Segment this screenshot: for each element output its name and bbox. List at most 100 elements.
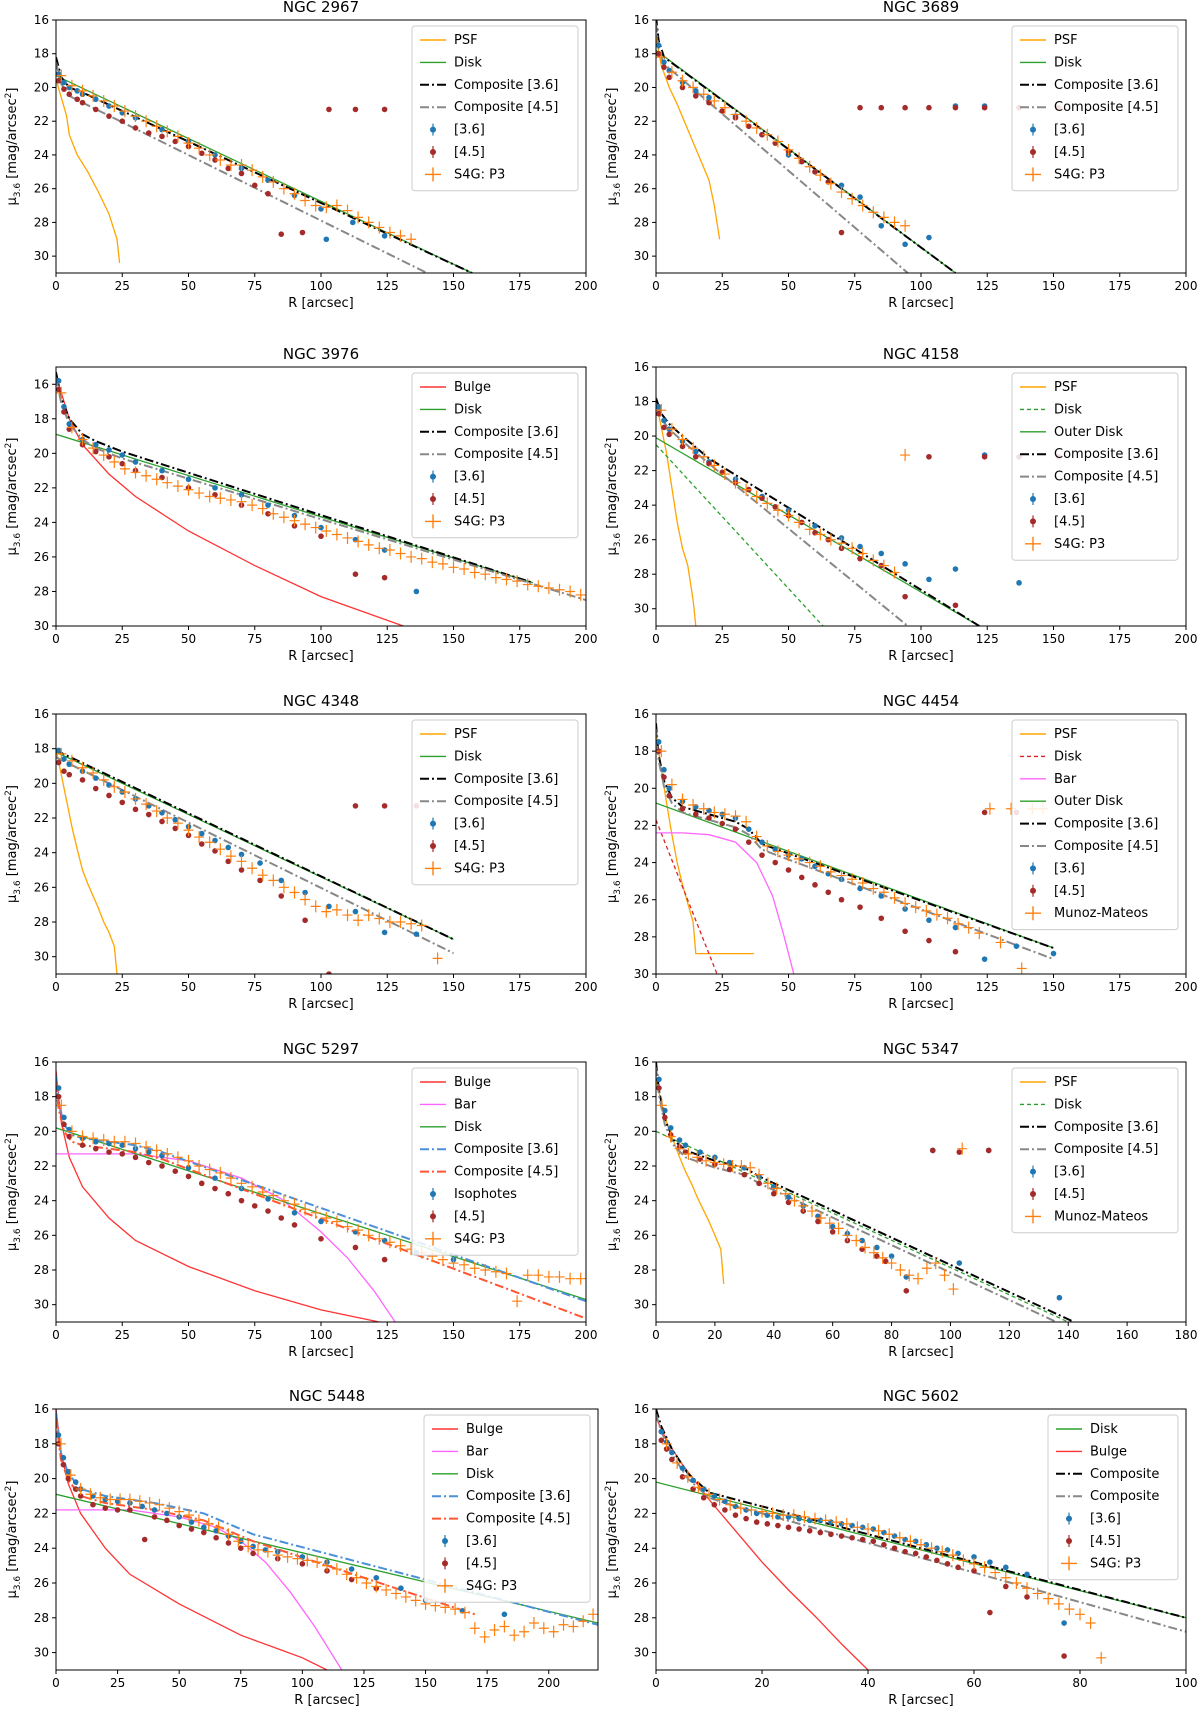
data-point: [61, 86, 67, 92]
legend-marker: [1030, 1168, 1036, 1175]
legend-label: PSF: [1054, 380, 1078, 395]
data-cross: [931, 908, 942, 921]
data-point: [106, 113, 112, 119]
x-tick-label: 25: [715, 980, 730, 994]
data-cross: [979, 1561, 990, 1574]
data-cross: [807, 1205, 818, 1218]
data-cross: [1022, 1582, 1032, 1595]
data-point: [923, 1554, 930, 1560]
series-line: [56, 1153, 396, 1322]
legend-label: PSF: [1054, 727, 1078, 742]
data-cross: [741, 115, 752, 128]
data-point: [692, 811, 699, 818]
y-tick-label: 26: [634, 893, 649, 907]
data-point: [878, 893, 885, 899]
data-cross: [247, 862, 258, 875]
x-tick-label: 25: [115, 279, 130, 293]
x-tick-label: 125: [376, 980, 399, 994]
data-point: [971, 1554, 977, 1560]
legend-label: S4G: P3: [1090, 1556, 1141, 1571]
data-cross: [406, 917, 417, 930]
data-cross: [321, 201, 332, 214]
data-point: [413, 588, 420, 595]
x-axis-label: R [arcsec]: [288, 296, 353, 311]
x-axis-label: R [arcsec]: [288, 997, 353, 1012]
data-point: [373, 1574, 380, 1581]
data-cross: [588, 1608, 598, 1621]
chart-panel: NGC 3976 0 25 50 75 100 125 150 175 200 16 18 20 22 24…: [4, 345, 597, 664]
data-point: [159, 133, 165, 140]
data-point: [656, 739, 662, 745]
y-tick-label: 18: [34, 412, 49, 426]
data-cross: [937, 1545, 948, 1558]
data-cross: [162, 476, 173, 489]
y-tick-label: 22: [634, 1159, 649, 1173]
series-line: [656, 20, 957, 273]
series-line: [56, 1509, 343, 1670]
data-cross: [656, 51, 667, 64]
y-tick-label: 26: [34, 550, 49, 564]
data-cross: [194, 831, 205, 844]
data-point: [902, 928, 908, 935]
data-cross: [719, 468, 730, 481]
data-cross: [548, 1625, 559, 1638]
data-cross: [374, 221, 385, 234]
data-cross: [688, 81, 699, 94]
data-point: [302, 917, 308, 924]
data-point: [238, 851, 245, 858]
legend-marker: [1030, 149, 1036, 155]
series-line: [656, 802, 1054, 949]
data-cross: [236, 495, 247, 508]
data-cross: [300, 518, 311, 531]
x-tick-label: 0: [652, 279, 660, 293]
data-cross: [469, 1622, 480, 1635]
data-point: [212, 1175, 218, 1181]
data-cross: [225, 493, 236, 506]
data-point: [859, 1237, 865, 1244]
data-point: [92, 96, 99, 103]
data-point: [878, 222, 885, 229]
data-cross: [310, 900, 321, 913]
data-point: [764, 1521, 771, 1527]
data-cross: [353, 1224, 364, 1237]
data-point: [726, 1166, 733, 1173]
data-cross: [331, 199, 342, 212]
legend-label: S4G: P3: [454, 1232, 505, 1247]
data-cross: [794, 152, 805, 165]
data-cross: [693, 1481, 704, 1494]
data-cross: [85, 1488, 96, 1501]
data-point: [501, 1611, 508, 1618]
data-point: [326, 903, 332, 910]
data-cross: [666, 423, 677, 436]
data-point: [952, 924, 959, 931]
data-point: [348, 1566, 355, 1572]
data-point: [251, 182, 258, 189]
data-cross: [990, 1566, 1001, 1579]
data-cross: [565, 585, 576, 598]
y-tick-label: 30: [34, 1646, 49, 1660]
legend-marker: [430, 496, 436, 502]
data-cross: [751, 830, 762, 843]
data-cross: [957, 1142, 968, 1155]
data-point: [225, 1190, 232, 1197]
data-cross: [469, 1262, 480, 1275]
x-tick-label: 175: [508, 980, 531, 994]
x-tick-label: 50: [781, 980, 796, 994]
data-point: [1056, 1294, 1063, 1301]
data-cross: [519, 1625, 530, 1638]
y-tick-label: 20: [634, 429, 649, 443]
data-point: [79, 99, 86, 106]
legend-marker: [1025, 1209, 1041, 1224]
data-cross: [172, 817, 183, 830]
data-cross: [804, 160, 815, 173]
x-tick-label: 175: [508, 279, 531, 293]
data-cross: [688, 442, 699, 455]
data-cross: [815, 1212, 826, 1224]
data-cross: [490, 1265, 501, 1278]
legend-label: S4G: P3: [454, 167, 505, 182]
data-point: [732, 826, 739, 832]
legend-marker: [1030, 1191, 1036, 1197]
data-cross: [56, 747, 67, 760]
data-point: [352, 1244, 359, 1251]
legend: [411, 25, 579, 192]
